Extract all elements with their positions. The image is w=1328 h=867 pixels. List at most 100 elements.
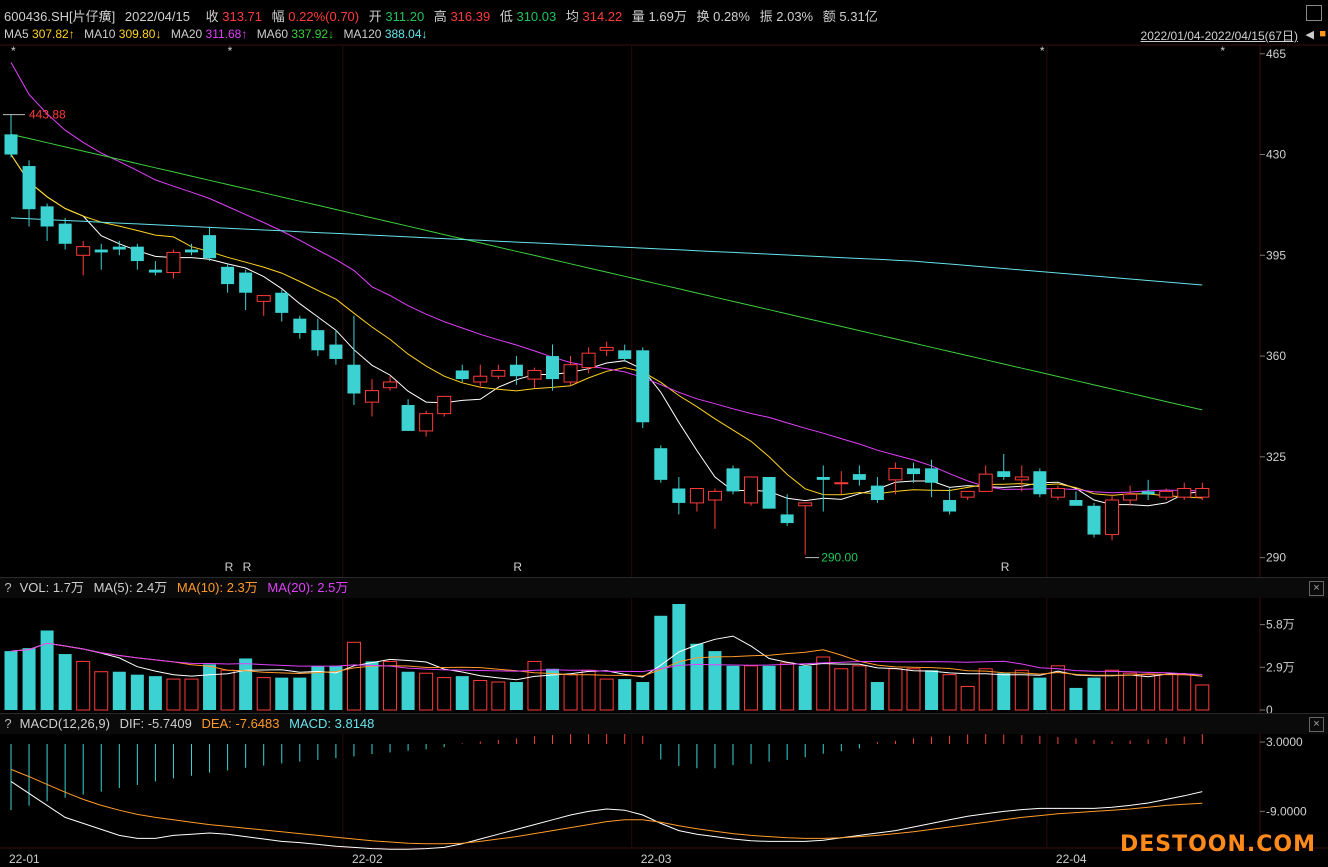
macd-tick-label: 3.0000 (1266, 735, 1303, 749)
candle-body-down (4, 134, 18, 155)
candle-body-up (707, 490, 722, 501)
low-label: 低 (499, 9, 513, 24)
candle-body-up (1177, 488, 1192, 498)
candle-body-down (762, 476, 776, 509)
macd-param-label: MACD(12,26,9) (19, 716, 110, 731)
volume-bar-up (166, 678, 181, 711)
volume-bar-down (1087, 677, 1101, 710)
low-annotation-label: 290.00 (821, 551, 858, 565)
candle-body-down (275, 292, 289, 313)
ma5-line (10, 154, 1203, 507)
ma120-label: MA120 (343, 27, 382, 41)
volume-bar-down (636, 682, 650, 710)
candle-body-up (888, 467, 903, 481)
vol-help-icon[interactable]: ? (4, 580, 12, 595)
quote-header: 600436.SH[片仔癀] 2022/04/15 收 313.71 幅 0.2… (4, 6, 884, 25)
candle-body-down (22, 166, 36, 210)
candle-body-down (329, 344, 343, 359)
volume-bar-up (1123, 672, 1138, 711)
turn-label: 换 (696, 9, 710, 24)
candle-body-down (455, 370, 469, 380)
vol-ma10-line (10, 642, 1203, 677)
macd-dea-line (10, 768, 1203, 845)
ma-legend: MA5 307.82↑ MA10 309.80↓ MA20 311.68↑ MA… (4, 27, 434, 41)
candle-body-down (112, 246, 126, 250)
avg-value: 314.22 (582, 9, 623, 24)
candle-body-down (239, 272, 253, 293)
volume-bar-up (780, 662, 795, 711)
vol-ma5-label: MA(5): 2.4万 (93, 580, 168, 595)
candle-body-down (907, 468, 920, 475)
r-marker: R (225, 560, 234, 574)
ma10-label: MA10 (84, 27, 116, 41)
volume-bar-up (563, 674, 578, 711)
macd-tick-label: -9.0000 (1266, 804, 1307, 818)
volume-bar-up (437, 677, 452, 711)
macd-dea-label: DEA: -7.6483 (201, 716, 280, 731)
macd-close-icon[interactable]: × (1309, 717, 1324, 732)
candle-body-down (997, 471, 1011, 477)
vol-pane-title: ? VOL: 1.7万 MA(5): 2.4万 MA(10): 2.3万 MA(… (0, 577, 1328, 598)
volume-bar-down (546, 668, 559, 710)
price-tick-label: 360 (1266, 349, 1286, 363)
candle-body-up (744, 476, 759, 504)
volume-bar-up (852, 665, 867, 711)
candle-body-down (185, 249, 198, 253)
price-tick-label: 325 (1266, 450, 1286, 464)
ma120-value: 388.04↓ (384, 27, 428, 41)
chevron-left-icon[interactable]: ◀ (1305, 29, 1314, 41)
volume-bar-down (726, 665, 740, 710)
ma10-line (10, 154, 1203, 499)
volume-bar-up (906, 668, 921, 711)
star-marker: * (11, 44, 16, 58)
volume-bar-down (311, 665, 325, 710)
macd-dif-line (10, 780, 1203, 850)
macd-dif-label: DIF: -5.7409 (119, 716, 192, 731)
candle-body-down (293, 318, 307, 334)
candle-body-up (365, 390, 379, 403)
vol-close-icon[interactable]: × (1309, 581, 1324, 596)
candle-body-up (1123, 493, 1138, 501)
volume-bar-up (184, 678, 199, 711)
volume-bar-down (275, 677, 289, 710)
candle-body-down (401, 405, 415, 431)
vol-ma10-label: MA(10): 2.3万 (176, 580, 258, 595)
candle-body-down (654, 448, 668, 480)
ma60-value: 337.92↓ (291, 27, 335, 41)
volume-bar-up (1195, 684, 1210, 711)
vol-value: 1.69万 (648, 9, 687, 24)
volume-bar-up (599, 678, 614, 711)
vol-ma5-line (10, 635, 1203, 681)
candle-body-up (563, 364, 578, 383)
volume-bar-down (239, 658, 253, 710)
candle-body-up (383, 381, 398, 389)
candle-body-down (94, 249, 108, 253)
lock-icon[interactable]: ■ (1319, 28, 1326, 40)
candle-body-down (546, 356, 559, 380)
ma10-value: 309.80↓ (118, 27, 162, 41)
volume-bar-down (618, 679, 632, 710)
candle-body-down (672, 488, 686, 503)
vol-label: 量 (631, 9, 645, 24)
quote-date: 2022/04/15 (124, 9, 190, 24)
volume-bar-down (203, 664, 217, 710)
candle-body-down (726, 468, 740, 492)
candle-body-up (527, 369, 542, 380)
volume-bar-up (888, 668, 903, 711)
candle-body-down (870, 485, 884, 501)
expand-icon[interactable] (1306, 5, 1322, 21)
volume-bar-up (960, 685, 975, 711)
candle-body-down (1033, 471, 1047, 495)
swing-label: 振 (759, 9, 773, 24)
volume-bar-up (1050, 665, 1065, 711)
brand-watermark: DESTOON.COM (1119, 832, 1316, 857)
macd-help-icon[interactable]: ? (4, 716, 12, 731)
candle-body-down (816, 476, 830, 480)
price-tick-label: 290 (1266, 551, 1286, 565)
r-marker: R (1001, 560, 1010, 574)
volume-bar-down (925, 670, 939, 710)
open-value: 311.20 (385, 9, 425, 24)
volume-bar-up (1105, 669, 1120, 711)
vol-tick-label: 5.8万 (1266, 618, 1295, 632)
date-range[interactable]: 2022/01/04-2022/04/15(67日) (1140, 29, 1298, 43)
